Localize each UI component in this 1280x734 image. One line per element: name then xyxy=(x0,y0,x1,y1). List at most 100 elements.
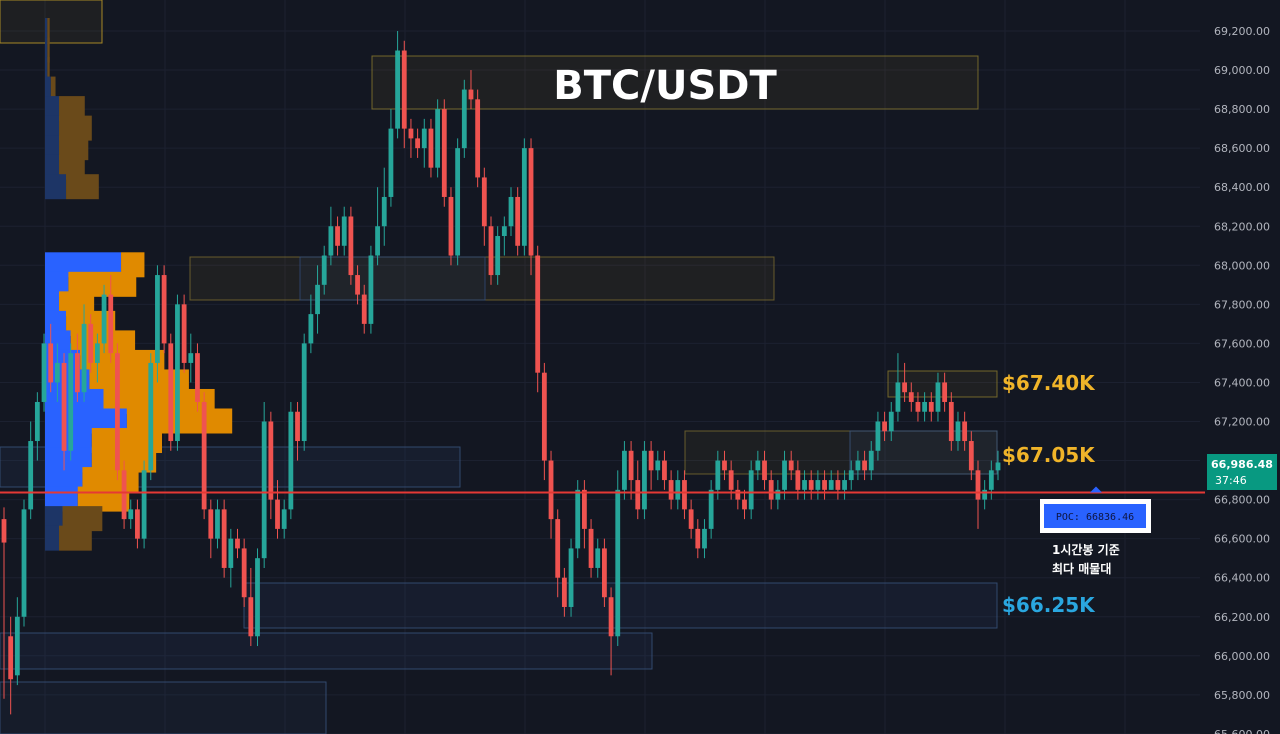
y-tick-label: 68,600.00 xyxy=(1214,142,1270,155)
y-tick-label: 68,800.00 xyxy=(1214,103,1270,116)
candle-body xyxy=(642,450,647,510)
candle-body xyxy=(415,138,421,149)
candle-body xyxy=(715,460,721,490)
candle-body xyxy=(968,441,974,471)
candle-body xyxy=(728,470,734,490)
candle-body xyxy=(655,460,661,471)
candle-body xyxy=(915,401,921,412)
price-zone xyxy=(371,55,979,110)
candle-body xyxy=(235,538,240,549)
candle-body xyxy=(375,226,380,256)
candle-body xyxy=(742,499,747,510)
candle-body xyxy=(168,343,174,442)
candle-body xyxy=(335,226,340,246)
vp-sell-bar xyxy=(47,18,50,43)
zones xyxy=(0,0,998,734)
vp-sell-bar xyxy=(47,57,50,83)
candle-body xyxy=(908,392,914,402)
candle-body xyxy=(548,460,554,520)
candle-body xyxy=(575,489,581,549)
candle-body xyxy=(94,343,100,363)
candle-body xyxy=(995,462,1001,471)
price-zone xyxy=(684,430,998,475)
candle-body xyxy=(228,538,234,568)
candle-body xyxy=(988,470,994,490)
candle-body xyxy=(982,489,988,500)
candle-body xyxy=(648,450,654,471)
candle-body xyxy=(281,509,287,529)
poc-marker xyxy=(1090,486,1102,493)
candle-body xyxy=(882,421,887,432)
candle-body xyxy=(795,470,801,490)
candle-body xyxy=(842,480,847,490)
vp-sell-bar xyxy=(121,252,145,278)
candle-body xyxy=(34,401,40,442)
vp-buy-bar xyxy=(45,96,60,122)
vp-buy-bar xyxy=(45,18,48,43)
candle-body xyxy=(208,509,214,539)
candle-body xyxy=(21,509,27,617)
vp-buy-bar xyxy=(45,525,60,551)
vp-buy-bar xyxy=(45,506,63,532)
candle-body xyxy=(295,411,300,442)
candle-body xyxy=(321,255,327,285)
vp-sell-bar xyxy=(50,76,56,102)
candle-body xyxy=(748,470,754,510)
candle-body xyxy=(448,196,454,256)
vp-buy-bar xyxy=(45,115,60,141)
candle-body xyxy=(328,226,334,256)
candle-body xyxy=(315,284,320,315)
candle-body xyxy=(455,148,461,256)
candle-body xyxy=(695,528,701,549)
candle-body xyxy=(755,460,761,471)
candle-body xyxy=(188,353,194,363)
y-tick-label: 66,200.00 xyxy=(1214,611,1270,624)
y-tick-label: 66,400.00 xyxy=(1214,572,1270,585)
candle-body xyxy=(608,597,614,637)
candle-body xyxy=(108,294,114,354)
y-tick-label: 67,200.00 xyxy=(1214,416,1270,429)
y-tick-label: 68,200.00 xyxy=(1214,220,1270,233)
vp-buy-bar xyxy=(45,174,67,200)
candle-body xyxy=(28,441,34,510)
candle-body xyxy=(101,294,107,344)
volume-profile xyxy=(45,18,233,551)
candle-body xyxy=(495,236,501,276)
candle-body xyxy=(148,362,154,471)
y-tick-label: 67,800.00 xyxy=(1214,298,1270,311)
y-tick-label: 66,800.00 xyxy=(1214,494,1270,507)
candle-body xyxy=(435,109,441,168)
candle-body xyxy=(808,480,814,490)
vp-sell-bar xyxy=(47,37,50,63)
level-labels: $67.40K $67.05K $66.25K xyxy=(1002,371,1096,617)
candle-body xyxy=(802,480,807,490)
candle-body xyxy=(555,519,561,578)
candle-body xyxy=(261,421,267,559)
candle-body xyxy=(935,382,941,412)
candle-body xyxy=(535,255,541,373)
y-tick-label: 68,400.00 xyxy=(1214,181,1270,194)
candle-body xyxy=(962,421,968,442)
candle-body xyxy=(762,460,767,481)
y-tick-label: 68,000.00 xyxy=(1214,259,1270,272)
candle-body xyxy=(928,401,934,412)
candle-body xyxy=(942,382,948,402)
candle-body xyxy=(561,577,567,607)
price-axis: 69,200.00 69,000.00 68,800.00 68,600.00 68,4… xyxy=(1090,25,1270,734)
candle-body xyxy=(81,323,87,393)
candle-body xyxy=(388,128,394,197)
candle-body xyxy=(255,558,260,637)
candles xyxy=(1,31,1001,715)
candle-body xyxy=(868,450,874,471)
candle-body xyxy=(395,50,400,129)
candle-body xyxy=(902,382,908,393)
candle-body xyxy=(735,489,741,500)
candle-body xyxy=(782,460,787,490)
price-zone xyxy=(299,256,486,301)
price-zone xyxy=(0,632,653,670)
candle-body xyxy=(848,470,854,481)
candle-body xyxy=(635,480,641,510)
candle-body xyxy=(955,421,961,442)
candle-body xyxy=(702,528,707,549)
